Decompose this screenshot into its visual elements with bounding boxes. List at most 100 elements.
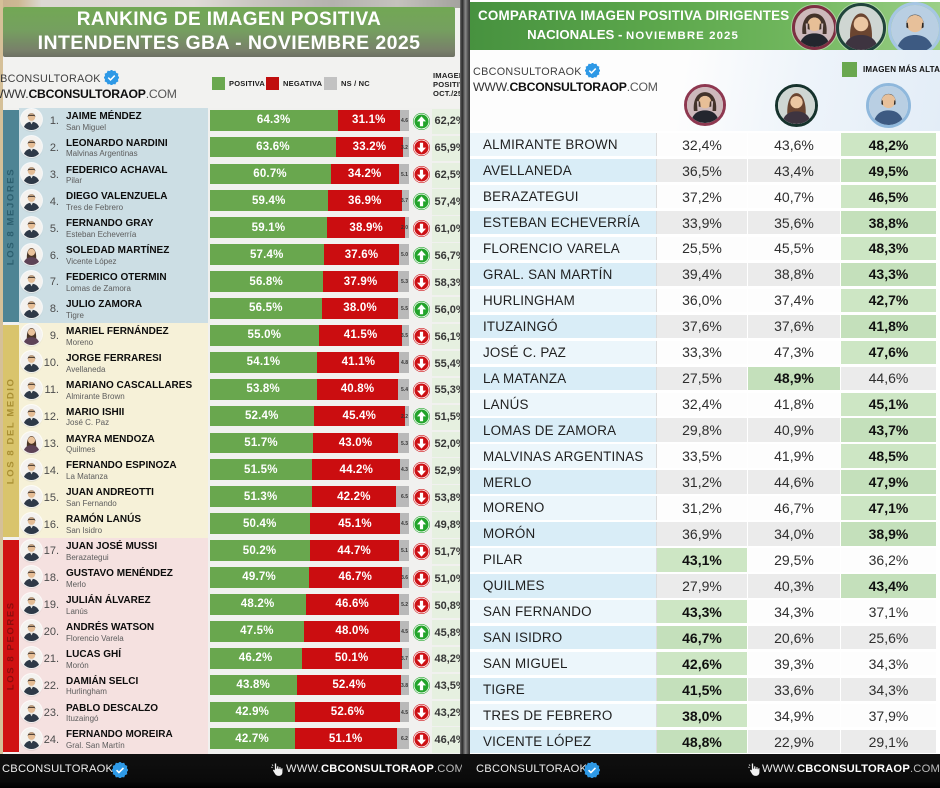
ranking-row: 1. JAIME MÉNDEZ San Miguel 64.3% 31.1% 4.6 62,… (0, 108, 462, 135)
negative-value: 51.1% (328, 732, 363, 745)
nsnc-value: 3.2 (401, 144, 408, 151)
section-strip-3: LOS 8 PEORES (3, 539, 19, 753)
nsnc-value: 3.7 (401, 655, 408, 662)
bar-negative-segment: 41.5% (319, 324, 402, 346)
district-name: Malvinas Argentinas (66, 149, 138, 159)
dirigente-cristina-kirchner-value: 20,6% (748, 626, 841, 650)
stacked-bar: 51.7% 43.0% 5.3 (209, 432, 409, 454)
comparison-row: PILAR 43,1% 29,5% 36,2% (470, 548, 937, 572)
nsnc-value: 5.4 (401, 386, 408, 393)
previous-month-value: 50,8% (431, 592, 461, 619)
bar-positive-segment: 55.0% (209, 324, 320, 346)
municipality-name: SAN MIGUEL (470, 652, 657, 676)
dirigente-axel-kicillof-value-highest: 46,5% (841, 184, 937, 209)
ranking-row: 22. DAMIÁN SELCI Hurlingham 43.8% 52.4% 3.8 43… (0, 673, 462, 700)
bar-nsnc-segment (396, 728, 409, 750)
kicillof-photo-icon (869, 86, 908, 125)
hand-cursor-icon (270, 762, 283, 776)
comparison-row: SAN MIGUEL 42,6% 39,3% 34,3% (470, 652, 937, 676)
stacked-bar: 59.4% 36.9% 3.7 (209, 190, 409, 212)
mayor-name: JAIME MÉNDEZ (66, 110, 142, 122)
left-footer-url: WWW.CBCONSULTORAOP.COM (286, 763, 464, 775)
mayor-name: LEONARDO NARDINI (66, 137, 168, 149)
dirigente-milei-value: 29,8% (657, 418, 748, 442)
negative-value: 45.4% (342, 410, 377, 423)
left-watermark-url: WWW.CBCONSULTORAOP.COM (0, 87, 177, 101)
district-name: Hurlingham (66, 687, 107, 697)
nsnc-value: 2.2 (401, 413, 408, 420)
nsnc-value: 6.2 (401, 736, 408, 743)
rank-number: 15. (43, 491, 59, 504)
trend-down-icon (413, 435, 430, 453)
mayor-photo (21, 189, 42, 211)
rank-number: 23. (43, 706, 59, 719)
positive-value: 57.4% (249, 248, 284, 261)
bar-positive-segment: 63.6% (209, 136, 337, 158)
cristina-photo-icon (839, 6, 883, 50)
negative-value: 38.0% (343, 302, 377, 315)
dirigente-milei-value-highest: 43,3% (657, 600, 748, 624)
legend-nsnc-label: NS / NC (341, 79, 370, 88)
bar-nsnc-segment (400, 459, 409, 481)
previous-month-value: 58,3% (431, 270, 461, 296)
nsnc-value: 3.8 (401, 682, 408, 689)
bar-positive-segment: 46.2% (209, 647, 302, 669)
stacked-bar: 42.7% 51.1% 6.2 (209, 728, 409, 750)
comparison-row: MALVINAS ARGENTINAS 33,5% 41,9% 48,5% (470, 444, 937, 468)
trend-down-icon (413, 354, 430, 372)
dirigente-milei-value-highest: 41,5% (657, 677, 748, 702)
district-name: Quilmes (66, 445, 96, 455)
positive-value: 42.7% (235, 732, 269, 745)
dirigente-milei-value: 27,5% (657, 366, 748, 390)
previous-month-value: 52,0% (431, 431, 461, 457)
bar-nsnc-segment (401, 647, 409, 669)
ranking-row: 7. FEDERICO OTERMIN Lomas de Zamora 56.8% 37… (0, 269, 462, 296)
ranking-row: 16. RAMÓN LANÚS San Isidro 50.4% 45.1% 4.5 49,… (0, 512, 462, 539)
mayor-photo (21, 727, 42, 749)
district-name: Moreno (66, 337, 94, 347)
comparison-row: TRES DE FEBRERO 38,0% 34,9% 37,9% (470, 703, 937, 728)
previous-month-value: 43,2% (431, 700, 461, 726)
positive-value: 54.1% (246, 356, 281, 369)
mayor-photo (21, 566, 42, 588)
rank-number: 14. (43, 464, 59, 477)
bar-nsnc-segment (404, 405, 409, 427)
previous-month-value: 56,0% (431, 297, 461, 323)
municipality-name: GRAL. SAN MARTÍN (470, 262, 657, 287)
ranking-row: 4. DIEGO VALENZUELA Tres de Febrero 59.4% 36… (0, 189, 462, 216)
nsnc-value: 4.5 (401, 628, 409, 635)
bar-positive-segment: 60.7% (209, 163, 331, 185)
previous-month-value: 52,9% (431, 458, 461, 484)
dirigente-axel-kicillof-value-highest: 45,1% (841, 392, 937, 416)
district-name: San Miguel (66, 122, 107, 132)
bar-nsnc-segment (398, 271, 409, 292)
positive-value: 43.8% (236, 679, 270, 692)
mayor-name: DAMIÁN SELCI (66, 675, 139, 687)
watermark-account-text: CBCONSULTORAOK (0, 73, 101, 85)
dirigente-axel-kicillof-value: 29,1% (841, 729, 937, 754)
dirigente-cristina-kirchner-value: 35,6% (748, 210, 841, 235)
rank-number: 13. (43, 437, 59, 450)
bar-nsnc-segment (400, 620, 410, 642)
positive-value: 49.7% (242, 571, 276, 584)
header-photo-kicillof (888, 2, 940, 56)
rank-number: 12. (43, 410, 59, 423)
comparison-row: VICENTE LÓPEZ 48,8% 22,9% 29,1% (470, 729, 937, 754)
municipality-name: MORÓN (470, 522, 657, 546)
dirigente-milei-value: 37,2% (657, 184, 748, 209)
section-row-background (19, 108, 208, 324)
bar-nsnc-segment (398, 593, 410, 615)
trend-down-icon (413, 139, 430, 157)
previous-month-value: 62,5% (431, 162, 461, 188)
bar-nsnc-segment (398, 378, 409, 400)
dirigente-cristina-kirchner-value: 40,9% (748, 418, 841, 442)
dirigente-cristina-kirchner-value: 39,3% (748, 652, 841, 676)
right-footer-url: WWW.CBCONSULTORAOP.COM (762, 763, 940, 775)
rank-number: 24. (43, 733, 59, 746)
district-name: Merlo (66, 579, 87, 589)
ranking-row: 24. FERNANDO MOREIRA Gral. San Martín 42.7%… (0, 727, 462, 754)
mayor-name: SOLEDAD MARTÍNEZ (66, 245, 170, 257)
comparison-row: FLORENCIO VARELA 25,5% 45,5% 48,3% (470, 236, 937, 261)
left-column-header-imagen-oct: IMAGEN POSITIVA OCT./25 (433, 71, 461, 105)
